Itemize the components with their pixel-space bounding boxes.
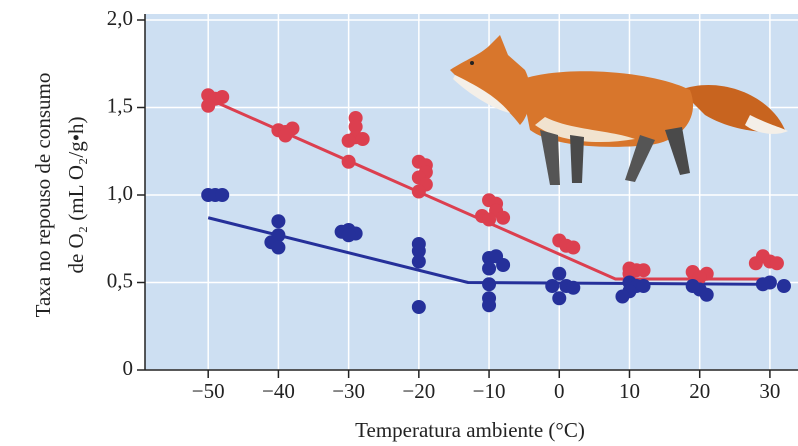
data-point xyxy=(748,256,763,271)
y-axis-title: de O₂ (mL O₂/g•h) xyxy=(64,116,88,273)
data-point xyxy=(201,98,216,113)
x-tick-label: 20 xyxy=(689,379,710,403)
y-axis-title: Taxa no repouso de consumo xyxy=(31,73,55,318)
data-point xyxy=(755,277,770,292)
x-axis-title: Temperatura ambiente (°C) xyxy=(355,418,585,442)
data-point xyxy=(685,279,700,293)
y-tick-label: 1,0 xyxy=(107,181,133,205)
data-point xyxy=(341,228,356,243)
x-tick-label: −50 xyxy=(192,379,225,403)
data-point xyxy=(545,279,560,293)
data-point xyxy=(411,254,426,269)
x-tick-label: −30 xyxy=(332,379,365,403)
data-point xyxy=(348,119,363,134)
data-point xyxy=(482,298,497,313)
data-point xyxy=(566,280,581,295)
data-point xyxy=(769,256,784,271)
x-tick-label: 10 xyxy=(619,379,640,403)
y-tick-label: 1,5 xyxy=(107,93,133,117)
data-point xyxy=(215,188,230,202)
data-point xyxy=(496,258,511,272)
y-tick-label: 0 xyxy=(123,356,134,380)
data-point xyxy=(215,90,230,104)
data-point xyxy=(552,266,567,281)
data-point xyxy=(271,214,286,229)
data-point xyxy=(355,132,370,146)
x-tick-label: 30 xyxy=(759,379,780,403)
data-point xyxy=(496,210,511,225)
x-tick-label: −10 xyxy=(473,379,506,403)
data-point xyxy=(482,277,497,292)
x-tick-label: −40 xyxy=(262,379,295,403)
data-point xyxy=(482,261,497,276)
data-point xyxy=(411,300,426,314)
data-point xyxy=(341,133,356,148)
data-point xyxy=(776,279,791,293)
data-point xyxy=(636,279,651,293)
fox-illustration xyxy=(450,35,788,185)
data-point xyxy=(615,289,630,304)
data-point xyxy=(411,184,426,199)
x-tick-label: 0 xyxy=(554,379,565,403)
plot-area: 0 0,5 1,0 1,5 2,0 −50 −40 −30 −20 −10 0 10 20 30 xyxy=(107,6,798,403)
y-tick-label: 2,0 xyxy=(107,6,133,30)
data-point xyxy=(482,212,497,227)
data-point xyxy=(278,128,293,143)
data-point xyxy=(699,287,714,302)
x-tick-label: −20 xyxy=(402,379,435,403)
fit-line xyxy=(207,216,770,286)
data-point xyxy=(636,263,651,278)
data-point xyxy=(341,154,356,169)
data-point xyxy=(271,240,286,255)
data-point xyxy=(552,291,567,306)
data-point xyxy=(566,240,581,255)
data-point xyxy=(411,244,426,258)
y-tick-label: 0,5 xyxy=(107,268,133,292)
